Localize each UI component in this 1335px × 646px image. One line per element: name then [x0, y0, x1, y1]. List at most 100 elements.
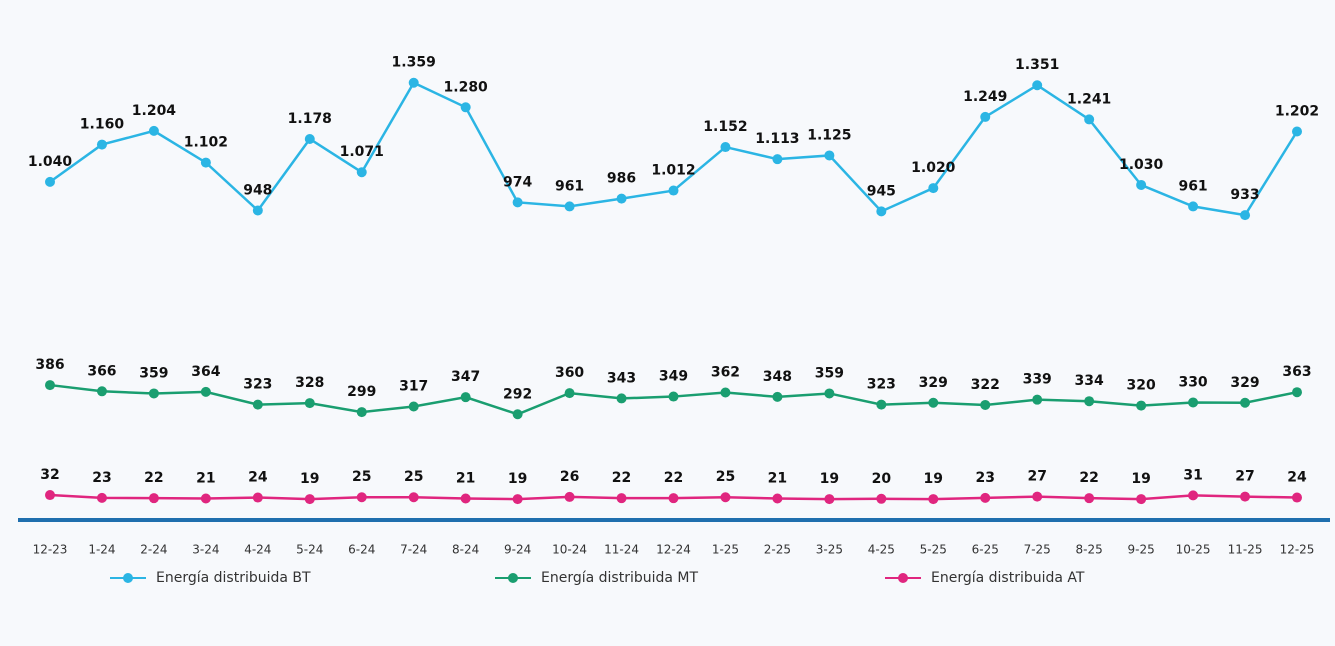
data-point: [356, 492, 367, 503]
data-label: 1.102: [184, 135, 228, 151]
x-tick-label: 1-25: [712, 543, 739, 557]
data-label: 945: [867, 183, 896, 199]
data-label: 343: [607, 370, 636, 386]
data-point: [252, 399, 263, 410]
data-point: [1084, 114, 1095, 125]
data-point: [1188, 490, 1199, 501]
data-point: [200, 157, 211, 168]
data-label: 26: [560, 469, 579, 485]
data-label: 329: [919, 375, 948, 391]
data-point: [1032, 80, 1043, 91]
data-point: [1136, 400, 1147, 411]
data-point: [252, 492, 263, 503]
data-label: 1.359: [392, 55, 436, 71]
data-point: [668, 391, 679, 402]
data-point: [45, 490, 55, 501]
x-tick-label: 4-25: [868, 543, 895, 557]
data-point: [772, 154, 783, 165]
data-point: [1292, 492, 1302, 503]
data-label: 1.113: [755, 131, 799, 147]
legend-marker: [898, 573, 908, 583]
data-label: 1.178: [288, 111, 332, 127]
data-point: [616, 493, 627, 504]
data-point: [45, 176, 55, 187]
data-label: 23: [92, 470, 111, 486]
x-tick-label: 7-24: [400, 543, 427, 557]
x-tick-label: 3-25: [816, 543, 843, 557]
data-point: [1292, 126, 1302, 137]
data-point: [564, 388, 575, 399]
data-point: [1032, 394, 1043, 405]
data-label: 25: [352, 469, 371, 485]
data-point: [460, 102, 471, 113]
data-point: [512, 409, 523, 420]
data-label: 329: [1230, 375, 1259, 391]
x-tick-label: 7-25: [1024, 543, 1051, 557]
data-label: 330: [1178, 374, 1207, 390]
data-point: [200, 493, 211, 504]
data-point: [356, 407, 367, 418]
x-tick-label: 3-24: [192, 543, 219, 557]
data-label: 323: [243, 377, 272, 393]
x-tick-label: 2-24: [140, 543, 167, 557]
data-label: 27: [1235, 469, 1254, 485]
data-label: 22: [1079, 470, 1098, 486]
x-tick-label: 9-24: [504, 543, 531, 557]
data-point: [356, 167, 367, 178]
data-label: 299: [347, 384, 376, 400]
data-point: [512, 494, 523, 505]
data-point: [1240, 397, 1251, 408]
data-label: 347: [451, 369, 480, 385]
data-point: [564, 201, 575, 212]
data-label: 359: [815, 365, 844, 381]
data-point: [304, 133, 315, 144]
data-point: [304, 494, 315, 505]
data-point: [1136, 494, 1147, 505]
data-label: 31: [1183, 467, 1202, 483]
data-label: 292: [503, 386, 532, 402]
data-label: 23: [976, 470, 995, 486]
data-point: [1188, 201, 1199, 212]
data-label: 366: [87, 363, 116, 379]
data-point: [1188, 397, 1199, 408]
data-label: 363: [1282, 364, 1311, 380]
x-tick-label: 2-25: [764, 543, 791, 557]
data-point: [408, 492, 419, 503]
data-label: 328: [295, 375, 324, 391]
data-point: [564, 491, 575, 502]
x-tick-label: 1-24: [88, 543, 115, 557]
x-tick-label: 11-25: [1228, 543, 1263, 557]
data-label: 21: [196, 470, 215, 486]
data-label: 349: [659, 369, 688, 385]
data-label: 1.030: [1119, 157, 1164, 173]
data-point: [96, 386, 107, 397]
data-label: 986: [607, 171, 636, 187]
data-label: 1.249: [963, 89, 1007, 105]
data-point: [616, 193, 627, 204]
data-label: 1.012: [651, 163, 695, 179]
data-point: [408, 401, 419, 412]
data-point: [1032, 491, 1043, 502]
data-point: [876, 399, 887, 410]
data-label: 25: [404, 469, 423, 485]
data-label: 24: [248, 470, 268, 486]
data-point: [824, 494, 835, 505]
x-tick-label: 10-25: [1176, 543, 1211, 557]
data-point: [512, 197, 523, 208]
data-label: 961: [555, 178, 584, 194]
x-tick-label: 6-24: [348, 543, 375, 557]
data-label: 948: [243, 182, 272, 198]
data-label: 22: [612, 470, 631, 486]
x-tick-label: 5-24: [296, 543, 323, 557]
data-label: 1.241: [1067, 91, 1111, 107]
x-tick-label: 12-23: [33, 543, 68, 557]
data-point: [720, 142, 731, 153]
data-point: [668, 185, 679, 196]
data-label: 24: [1287, 470, 1307, 486]
legend-label: Energía distribuida BT: [156, 570, 311, 586]
x-tick-label: 9-25: [1128, 543, 1155, 557]
data-label: 334: [1075, 373, 1104, 389]
data-point: [928, 183, 939, 194]
data-point: [45, 380, 55, 391]
